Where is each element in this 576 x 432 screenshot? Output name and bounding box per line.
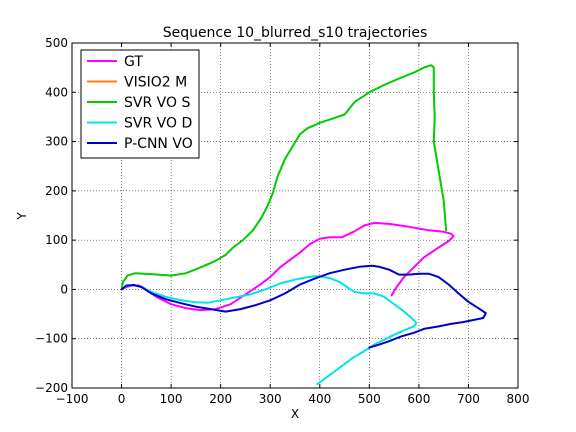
plot-frame [71,42,519,389]
legend-label-svr-vo-s: SVR VO S [124,95,190,111]
x-tick-label: 800 [507,392,530,406]
y-tick-label: 500 [45,36,68,50]
legend-label-gt: GT [124,54,143,70]
series-line-svr-vo-d [120,275,418,386]
x-tick-label: 600 [407,392,430,406]
chart-title: Sequence 10_blurred_s10 trajectories [163,25,428,41]
legend: GT VISIO2 M SVR VO S SVR VO D P-CNN VO [80,49,200,159]
y-tick-label: 200 [45,184,68,198]
x-tick-label: 200 [209,392,232,406]
x-tick-label: 0 [118,392,126,406]
y-tick-label: 0 [60,282,68,296]
x-axis-label: X [291,407,299,421]
y-tick-label: 400 [45,85,68,99]
legend-label-p-cnn-vo: P-CNN VO [124,136,193,152]
series-line-p-cnn-vo [120,264,487,349]
y-tick-label: −100 [35,332,68,346]
x-tick-label: 100 [160,392,183,406]
x-tick-label: 300 [259,392,282,406]
x-tick-label: −100 [56,392,89,406]
ticks: −100 0 100 200 300 400 500 600 700 800−200−100010… [35,36,529,406]
y-axis-label: Y [15,212,29,221]
legend-box [80,49,200,159]
series-line-gt [120,221,455,312]
x-tick-label: 400 [308,392,331,406]
legend-label-svr-vo-d: SVR VO D [124,116,192,132]
x-tick-label: 700 [457,392,480,406]
series-line-svr-vo-s [120,64,448,291]
y-tick-label: −200 [35,381,68,395]
legend-label-visio2-m: VISIO2 M [124,75,187,91]
series-lines [120,64,487,386]
x-tick-label: 500 [358,392,381,406]
y-tick-label: 300 [45,135,68,149]
y-tick-label: 100 [45,233,68,247]
